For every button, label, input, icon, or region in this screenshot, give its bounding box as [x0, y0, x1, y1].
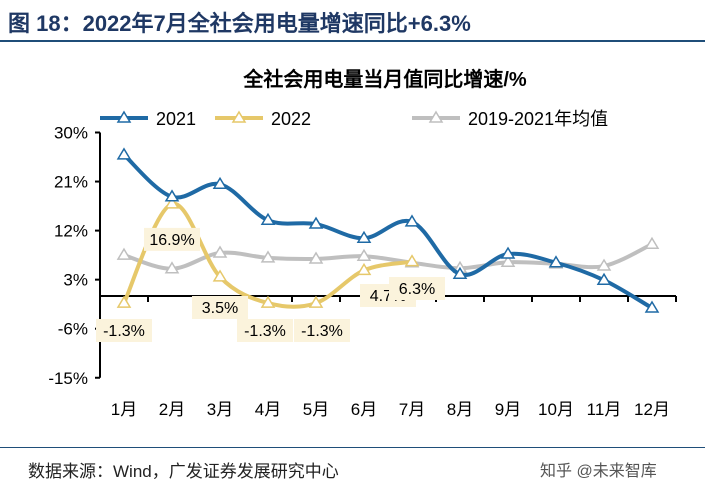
- data-point: [644, 236, 660, 249]
- figure-header: 图 18：2022年7月全社会用电量增速同比+6.3%: [0, 0, 705, 42]
- y-tick-label: 12%: [54, 222, 88, 241]
- legend-label-1: 2022: [271, 109, 311, 129]
- data-point: [212, 245, 228, 258]
- data-label: -1.3%: [103, 323, 145, 340]
- data-label: -1.3%: [301, 323, 343, 340]
- data-point: [308, 251, 324, 264]
- data-point: [356, 248, 372, 261]
- data-point: [500, 246, 516, 259]
- legend-marker-1: [231, 110, 247, 123]
- data-label: 3.5%: [202, 300, 238, 317]
- chart-title: 全社会用电量当月值同比增速/%: [242, 67, 527, 91]
- x-tick-label: 5月: [303, 400, 329, 419]
- data-point: [260, 295, 276, 308]
- data-point: [404, 254, 420, 267]
- data-point: [308, 295, 324, 308]
- source-note: 数据来源：Wind，广发证券发展研究中心: [28, 462, 339, 481]
- data-label: 6.3%: [399, 281, 435, 298]
- data-point: [260, 250, 276, 263]
- y-tick-label: 21%: [54, 173, 88, 192]
- data-point: [404, 214, 420, 227]
- legend-marker-0: [116, 110, 132, 123]
- data-point: [116, 247, 132, 260]
- data-label-bg: [192, 296, 248, 319]
- y-tick-label: 30%: [54, 124, 88, 143]
- x-tick-label: 12月: [634, 400, 670, 419]
- x-tick-label: 3月: [207, 400, 233, 419]
- x-tick-label: 6月: [351, 400, 377, 419]
- legend-label-0: 2021: [156, 109, 196, 129]
- x-tick-label: 10月: [538, 400, 574, 419]
- x-tick-label: 11月: [587, 400, 622, 419]
- data-point: [644, 300, 660, 313]
- data-point: [260, 212, 276, 225]
- data-label-bg: [294, 319, 350, 342]
- legend-marker-2: [428, 110, 444, 123]
- data-point: [548, 255, 564, 268]
- data-point: [500, 254, 516, 267]
- data-label-bg: [237, 319, 293, 342]
- data-label-bg: [389, 277, 445, 300]
- figure-title: 图 18：2022年7月全社会用电量增速同比+6.3%: [8, 11, 471, 36]
- data-label-bg: [96, 319, 152, 342]
- x-tick-label: 2月: [159, 400, 185, 419]
- y-tick-label: -15%: [48, 369, 88, 388]
- data-label: 16.9%: [149, 232, 194, 249]
- x-tick-label: 1月: [111, 400, 137, 419]
- data-point: [212, 176, 228, 190]
- data-point: [164, 261, 180, 274]
- y-tick-label: 3%: [63, 271, 88, 290]
- data-point: [164, 189, 180, 202]
- watermark: 知乎 @未来智库: [540, 463, 657, 480]
- data-label-bg: [144, 227, 200, 251]
- y-tick-label: -6%: [58, 320, 88, 339]
- x-tick-label: 8月: [447, 400, 473, 419]
- data-label: -1.3%: [244, 323, 286, 340]
- data-point: [116, 147, 132, 160]
- legend-label-2: 2019-2021年均值: [468, 109, 608, 129]
- data-point: [164, 196, 180, 209]
- footer-divider: [0, 447, 705, 448]
- data-point: [308, 216, 324, 229]
- x-tick-label: 4月: [255, 400, 281, 419]
- data-point: [596, 258, 612, 271]
- data-point: [356, 230, 372, 243]
- data-point: [452, 266, 468, 279]
- x-tick-label: 9月: [495, 400, 521, 419]
- x-tick-label: 7月: [399, 400, 425, 419]
- data-point: [596, 272, 612, 285]
- data-point: [212, 269, 228, 282]
- data-point: [116, 295, 132, 308]
- data-point: [356, 262, 372, 276]
